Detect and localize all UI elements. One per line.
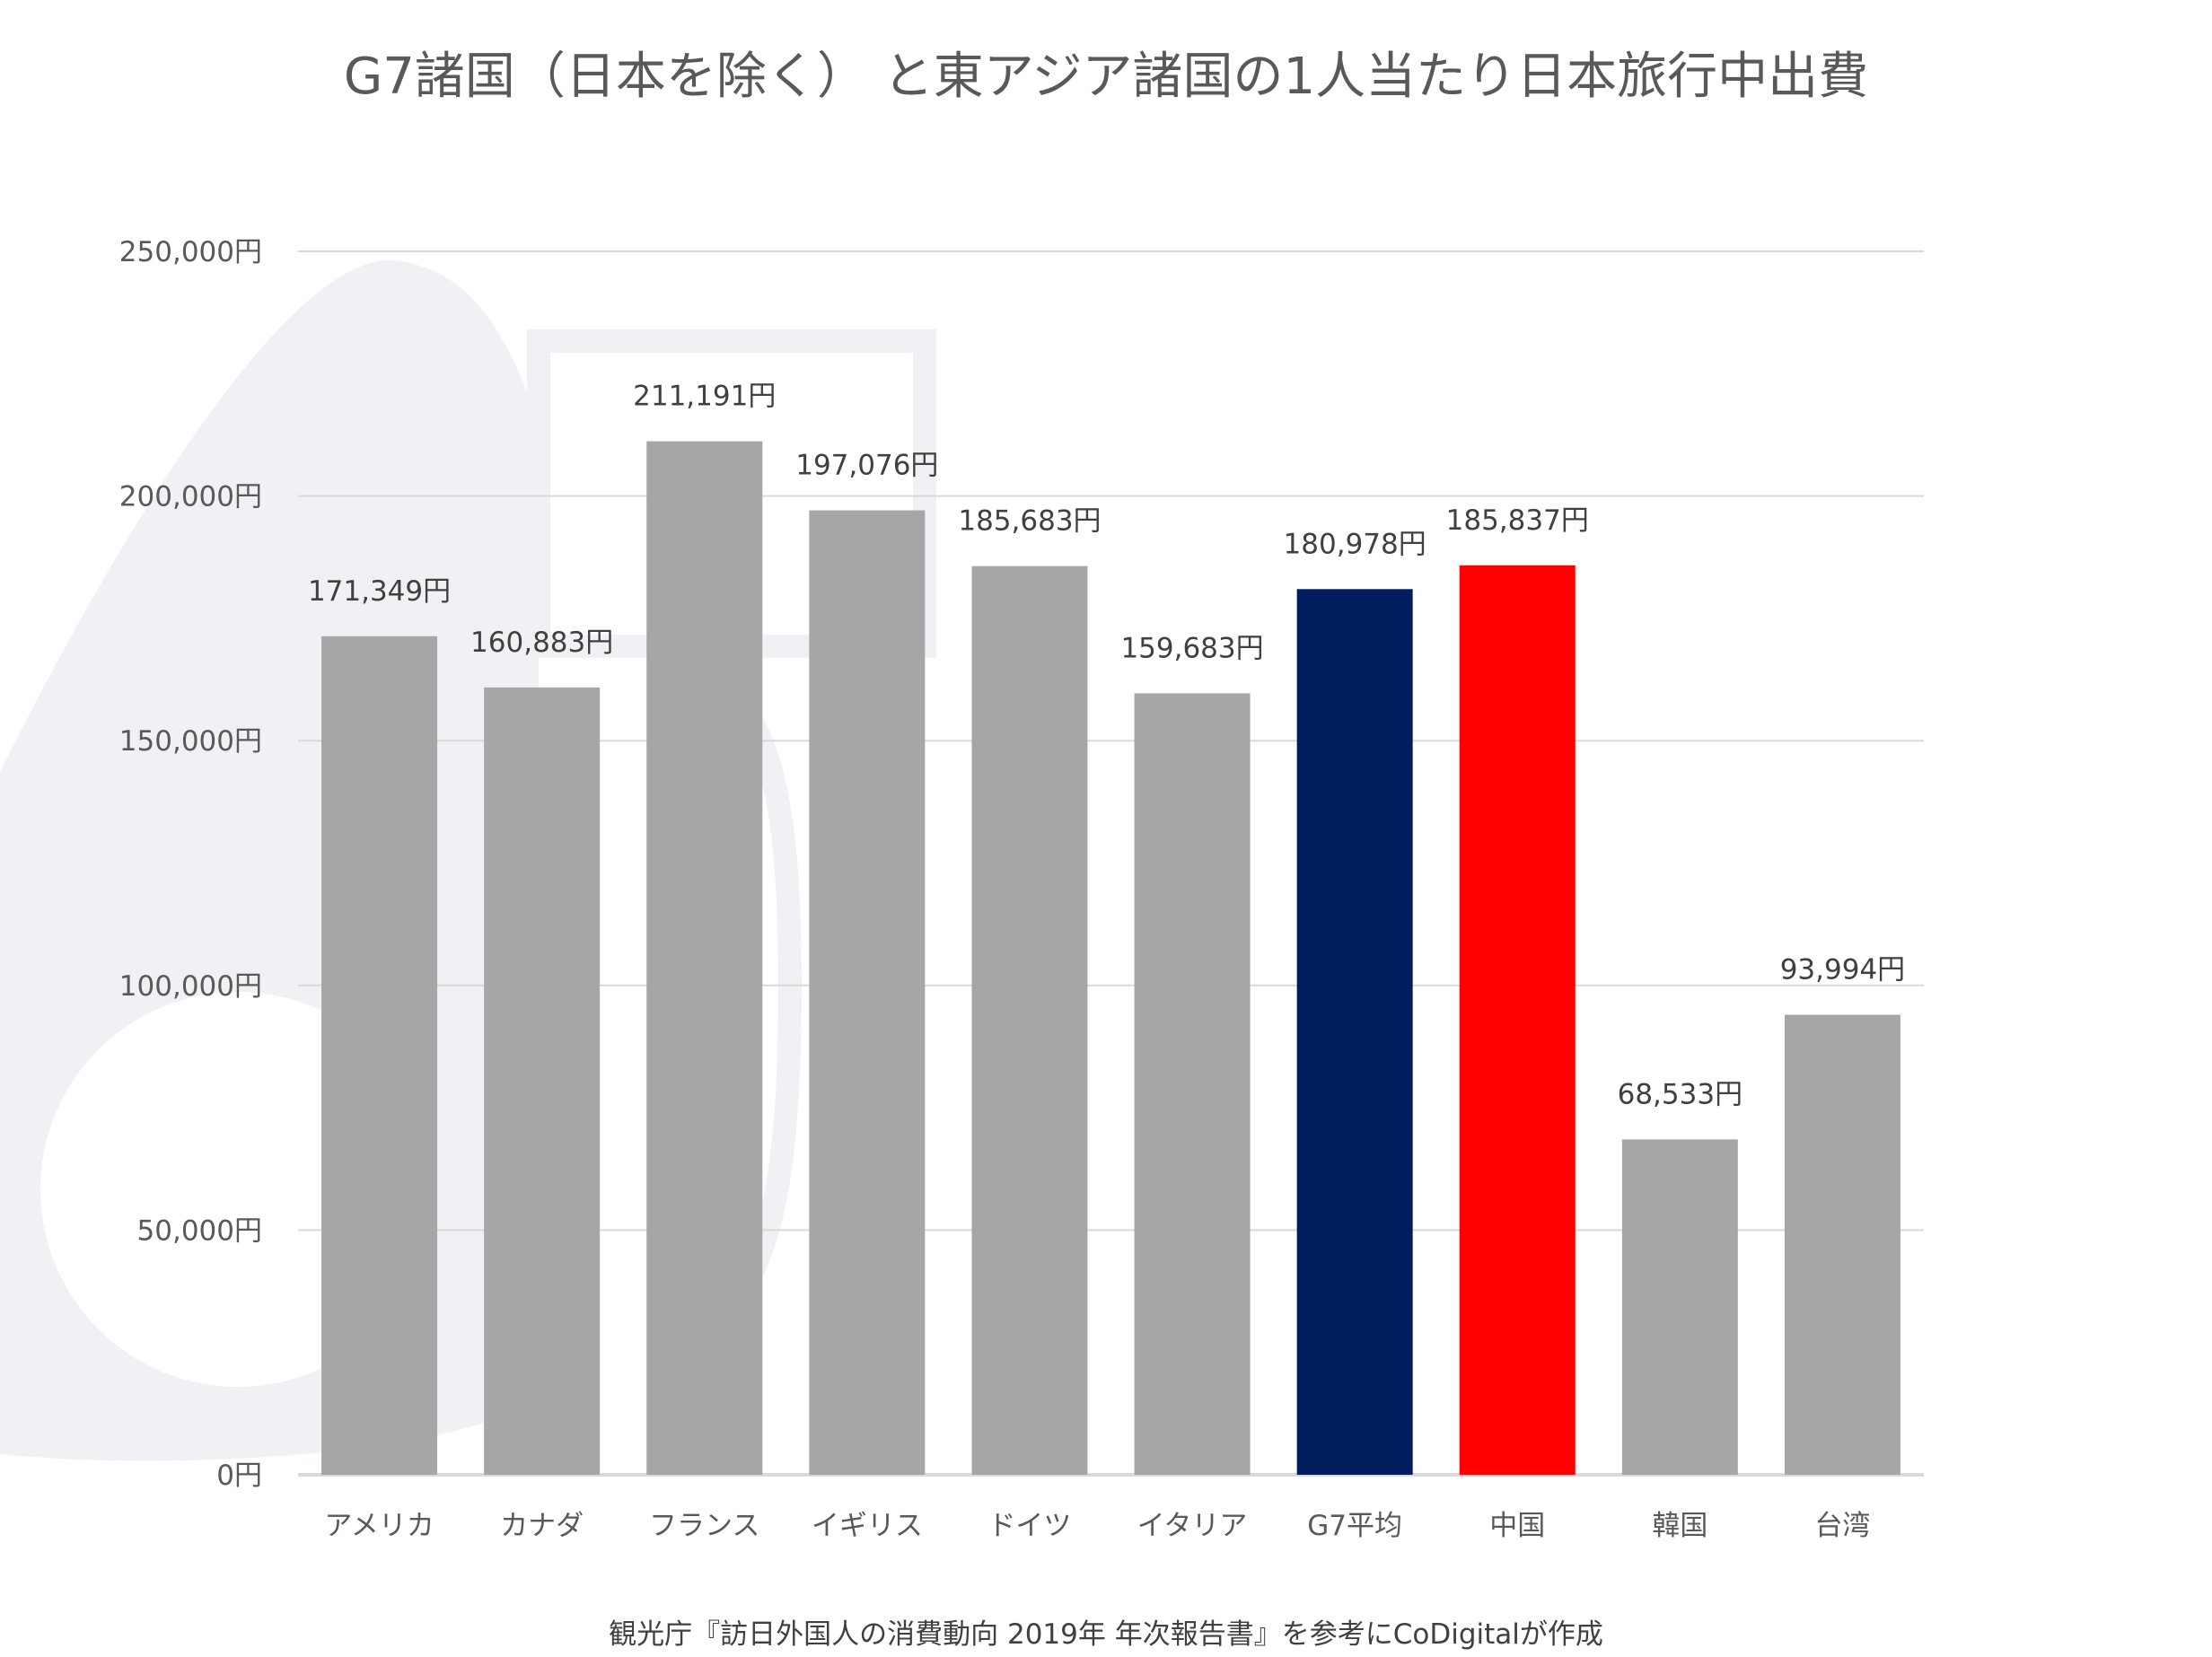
- y-tick-label: 150,000円: [119, 725, 262, 758]
- bar: [646, 441, 763, 1475]
- x-tick-label: フランス: [649, 1510, 759, 1542]
- bar: [809, 510, 926, 1475]
- source-note: 観光庁『訪日外国人の消費動向 2019年 年次報告書』を参考にCoDigital…: [609, 1618, 1603, 1651]
- y-tick-label: 200,000円: [119, 481, 262, 513]
- data-label: 93,994円: [1780, 954, 1905, 986]
- data-label: 180,978円: [1284, 528, 1426, 560]
- data-label: 171,349円: [308, 575, 451, 608]
- data-label: 159,683円: [1120, 632, 1263, 664]
- data-label: 211,191円: [633, 381, 776, 413]
- y-tick-label: 0円: [216, 1460, 262, 1492]
- x-tick-label: 台湾: [1814, 1510, 1870, 1542]
- bar: [1296, 589, 1413, 1475]
- chart-title: G7諸国（日本を除く） と東アジア諸国の1人当たり日本旅行中出費: [343, 48, 1869, 106]
- y-tick-label: 50,000円: [137, 1214, 262, 1247]
- y-tick-label: 100,000円: [119, 970, 262, 1003]
- bar: [1784, 1014, 1900, 1475]
- bar: [321, 636, 438, 1475]
- x-tick-label: 韓国: [1652, 1510, 1707, 1542]
- data-label: 197,076円: [795, 450, 938, 482]
- x-tick-label: アメリカ: [324, 1510, 434, 1542]
- bar: [1459, 565, 1576, 1475]
- y-tick-label: 250,000円: [119, 236, 262, 268]
- x-tick-label: イギリス: [812, 1510, 923, 1542]
- data-label: 68,533円: [1618, 1078, 1742, 1110]
- x-tick-label: イタリア: [1137, 1510, 1248, 1542]
- data-label: 185,837円: [1446, 504, 1589, 537]
- x-tick-label: ドイツ: [988, 1510, 1071, 1542]
- bar: [971, 565, 1088, 1475]
- x-tick-label: カナダ: [500, 1510, 584, 1542]
- bar: [1621, 1139, 1738, 1475]
- bar: [484, 687, 601, 1475]
- bar: [1134, 693, 1251, 1475]
- data-label: 160,883円: [470, 627, 613, 659]
- x-tick-label: G7平均: [1307, 1510, 1402, 1542]
- x-tick-label: 中国: [1489, 1510, 1545, 1542]
- data-label: 185,683円: [958, 505, 1101, 538]
